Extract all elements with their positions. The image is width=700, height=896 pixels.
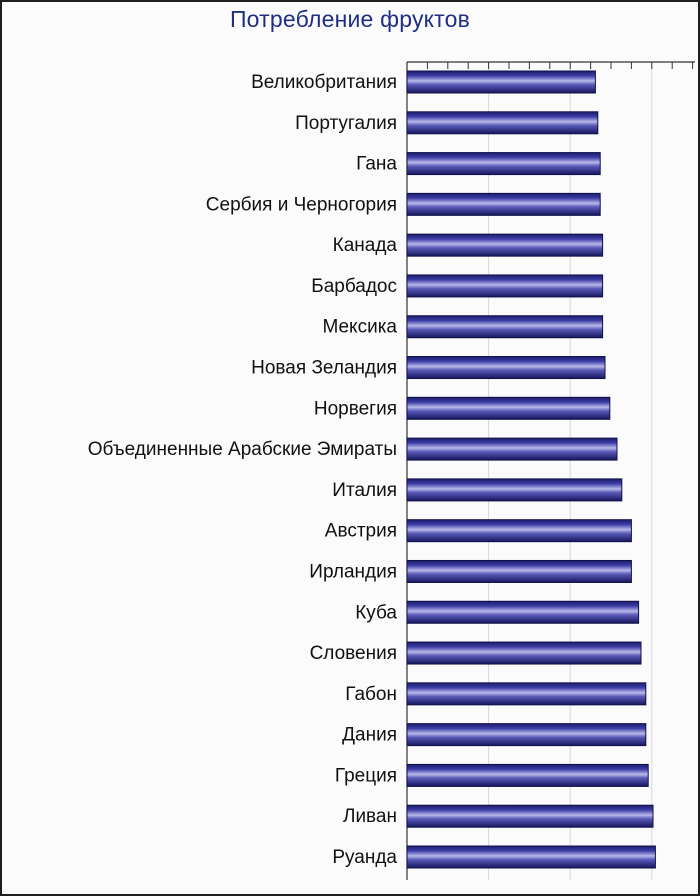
category-label: Португалия xyxy=(295,113,397,134)
bar xyxy=(406,600,640,624)
chart-title: Потребление фруктов xyxy=(229,6,471,32)
category-label: Барбадос xyxy=(311,276,397,297)
category-label: Италия xyxy=(332,480,397,501)
bar xyxy=(406,804,654,828)
category-label: Мексика xyxy=(322,317,397,338)
bar xyxy=(406,274,604,298)
bar xyxy=(406,192,601,216)
category-label: Куба xyxy=(355,602,397,623)
category-label: Гана xyxy=(356,154,397,175)
bar xyxy=(406,763,649,787)
bar xyxy=(406,70,596,94)
bar xyxy=(406,356,606,380)
bar xyxy=(406,111,599,135)
category-label: Сербия и Черногория xyxy=(206,194,397,215)
bar xyxy=(406,152,601,176)
category-label: Руанда xyxy=(332,847,397,868)
category-label: Ливан xyxy=(343,806,397,827)
category-label: Габон xyxy=(345,684,397,705)
category-label: Ирландия xyxy=(309,561,397,582)
bar xyxy=(406,682,647,706)
bar xyxy=(406,315,604,339)
bar xyxy=(406,559,632,583)
category-label: Норвегия xyxy=(314,398,397,419)
category-label: Греция xyxy=(335,765,397,786)
bar xyxy=(406,396,611,420)
bar xyxy=(406,233,604,257)
category-label: Словения xyxy=(310,643,397,664)
category-label: Объединенные Арабские Эмираты xyxy=(88,439,397,460)
category-label: Дания xyxy=(342,725,397,746)
bar xyxy=(406,845,656,869)
bar xyxy=(406,641,642,665)
category-label: Австрия xyxy=(325,521,397,542)
bar xyxy=(406,478,623,502)
category-label: Новая Зеландия xyxy=(251,358,397,379)
category-label: Канада xyxy=(333,235,398,256)
bar xyxy=(406,437,618,461)
bar xyxy=(406,723,647,747)
bar xyxy=(406,519,632,543)
category-label: Великобритания xyxy=(251,72,397,93)
